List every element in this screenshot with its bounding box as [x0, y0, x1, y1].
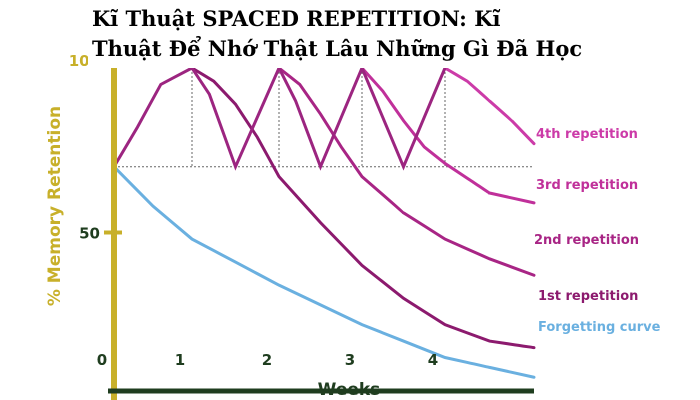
grid-layer: [114, 68, 534, 168]
axes-layer: [104, 60, 534, 400]
series-label-3: 3rd repetition: [536, 178, 638, 193]
series-label-4: 4th repetition: [536, 127, 638, 142]
series-label-0: Forgetting curve: [538, 320, 661, 335]
series-label-2: 2nd repetition: [534, 233, 639, 248]
series-line-1: [190, 66, 536, 350]
series-label-1: 1st repetition: [538, 289, 638, 304]
chart-title-line-1: Kĩ Thuật SPACED REPETITION: Kĩ: [92, 6, 501, 31]
y-tick-label-50: 50: [79, 225, 100, 243]
x-axis-title: Weeks: [318, 380, 381, 400]
x-tick-label-0: 0: [97, 351, 107, 369]
x-tick-label-1: 1: [175, 351, 185, 369]
series-line-0: [112, 165, 536, 379]
x-tick-label-4: 4: [428, 351, 438, 369]
series-line-3: [360, 66, 536, 205]
series-layer: [112, 64, 536, 379]
series-line-4: [443, 66, 536, 146]
series-line-5: [112, 64, 447, 171]
y-axis-title: % Memory Retention: [45, 106, 65, 306]
chart-title-line-2: Thuật Để Nhớ Thật Lâu Những Gì Đã Học: [92, 36, 583, 61]
title-box: Kĩ Thuật SPACED REPETITION: Kĩ Thuật Để …: [88, 0, 598, 68]
x-tick-label-3: 3: [345, 351, 355, 369]
x-tick-label-2: 2: [262, 351, 272, 369]
series-line-2: [277, 66, 536, 277]
